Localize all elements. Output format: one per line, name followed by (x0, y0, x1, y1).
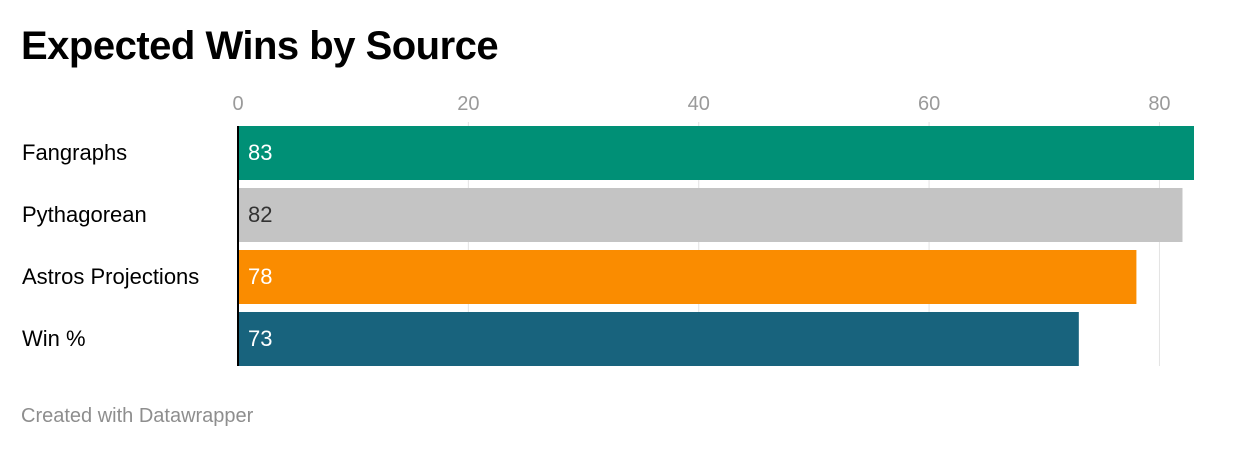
value-label: 73 (248, 326, 272, 351)
value-label: 78 (248, 264, 272, 289)
category-label: Pythagorean (22, 202, 147, 227)
bars (238, 126, 1194, 366)
bar-astros-projections (238, 250, 1137, 304)
category-label: Fangraphs (22, 140, 127, 165)
bar-fangraphs (238, 126, 1194, 180)
value-labels: 83 82 78 73 (248, 140, 272, 351)
bar-win (238, 312, 1079, 366)
x-tick-label: 20 (457, 93, 479, 115)
x-axis-tick-labels: 0 20 40 60 80 (232, 93, 1170, 115)
category-label: Astros Projections (22, 264, 199, 289)
x-tick-label: 40 (688, 93, 710, 115)
x-tick-label: 0 (232, 93, 243, 115)
bar-chart: 0 20 40 60 80 Fangraphs Pythagorean Astros Pro… (22, 93, 1194, 366)
category-labels: Fangraphs Pythagorean Astros Projections Wi… (22, 140, 199, 351)
chart-title: Expected Wins by Source (21, 24, 499, 68)
category-label: Win % (22, 326, 86, 351)
value-label: 83 (248, 140, 272, 165)
x-tick-label: 60 (918, 93, 940, 115)
credit-footer: Created with Datawrapper (21, 405, 254, 427)
value-label: 82 (248, 202, 272, 227)
bar-pythagorean (238, 188, 1183, 242)
x-tick-label: 80 (1148, 93, 1170, 115)
